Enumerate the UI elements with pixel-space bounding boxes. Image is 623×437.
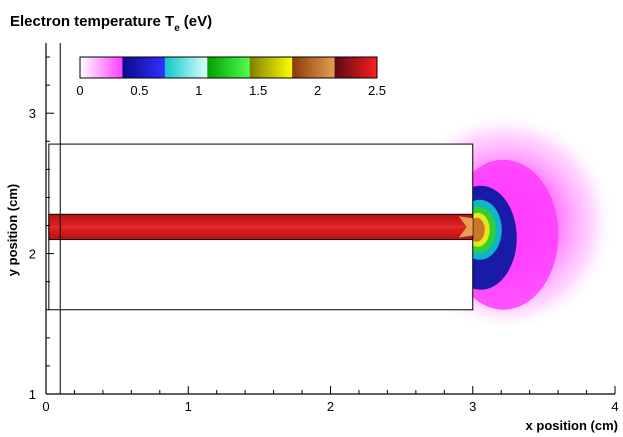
title-subscript: e [174, 23, 180, 34]
colorbar-segment [292, 57, 336, 78]
temperature-field [48, 43, 623, 394]
chart-title: Electron temperature Te (eV) [10, 13, 212, 34]
colorbar-segment [80, 57, 123, 78]
colorbar-segment [122, 57, 166, 78]
title-unit: (eV) [184, 13, 212, 30]
y-tick-label: 3 [29, 106, 36, 121]
colorbar-segment [207, 57, 251, 78]
title-main: Electron temperature T [10, 13, 174, 30]
colorbar-segment [164, 57, 208, 78]
y-axis-label: y position (cm) [5, 184, 20, 276]
x-tick-label: 4 [611, 399, 618, 414]
colorbar-segment [249, 57, 293, 78]
y-tick-label: 1 [29, 387, 36, 402]
colorbar: 0 0.5 1 1.5 2 2.5 [76, 56, 386, 98]
x-tick-label: 3 [469, 399, 476, 414]
x-tick-label: 1 [185, 399, 192, 414]
colorbar-frame [79, 56, 378, 79]
channel-exit-sheath [458, 216, 473, 238]
x-tick-label: 0 [42, 399, 49, 414]
colorbar-tick-label: 1 [195, 83, 202, 98]
x-axis-label: x position (cm) [526, 418, 618, 433]
colorbar-tick-label: 2.5 [368, 83, 386, 98]
y-tick-label: 2 [29, 247, 36, 262]
x-tick-label: 2 [327, 399, 334, 414]
colorbar-tick-label: 1.5 [249, 83, 267, 98]
colorbar-tick-label: 2 [314, 83, 321, 98]
colorbar-segment [334, 57, 378, 78]
colorbar-tick-label: 0.5 [130, 83, 148, 98]
colorbar-tick-label: 0 [76, 83, 83, 98]
